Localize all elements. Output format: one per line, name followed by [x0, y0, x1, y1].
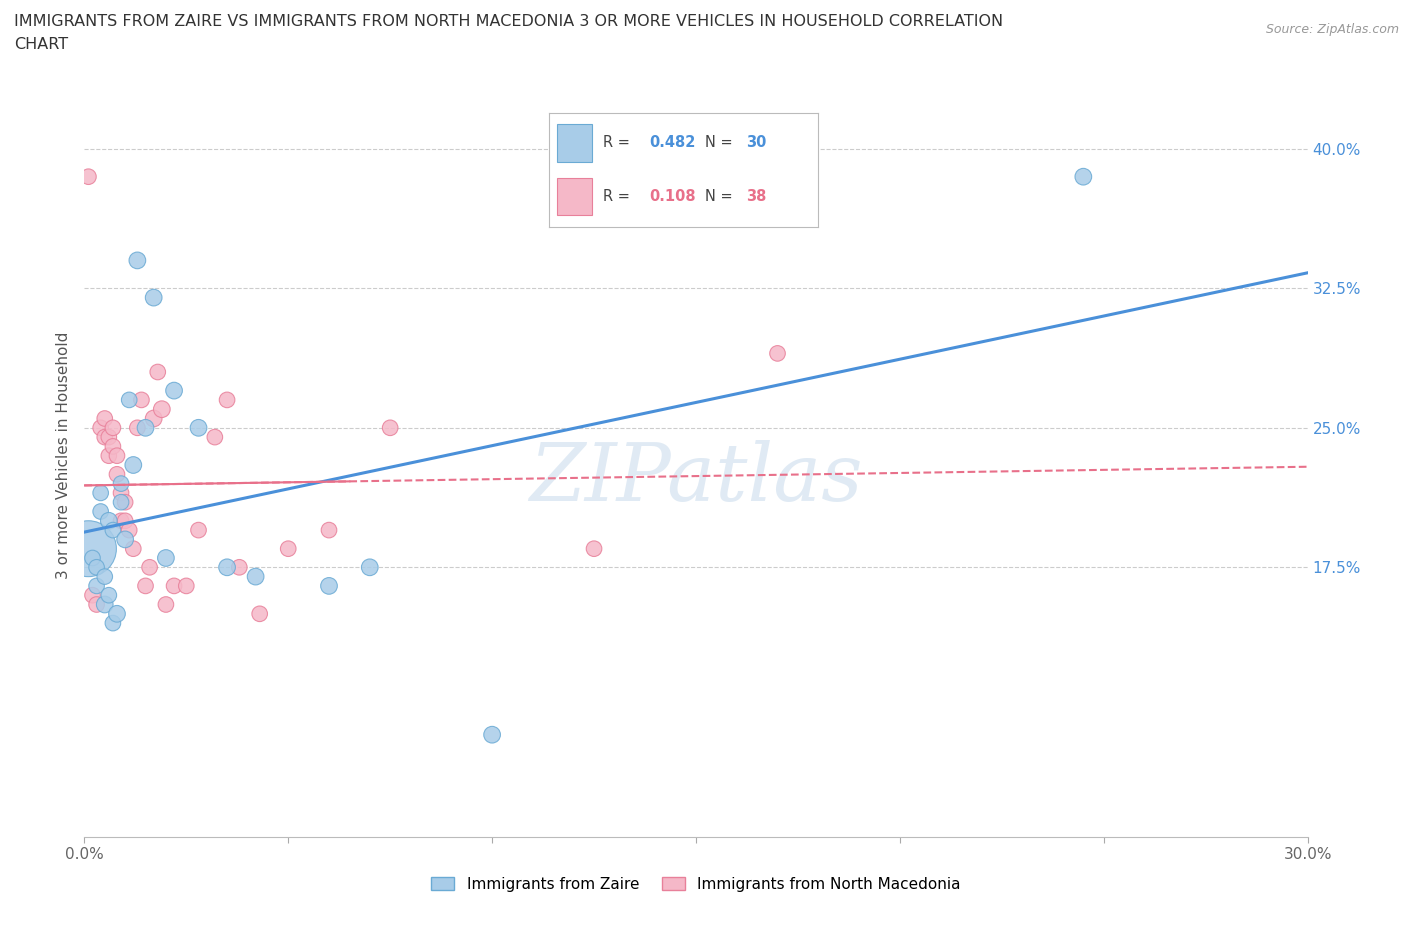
Point	[114, 532, 136, 547]
Point	[90, 485, 112, 500]
Point	[583, 541, 606, 556]
Point	[110, 476, 132, 491]
Point	[150, 402, 173, 417]
Point	[114, 513, 136, 528]
Point	[1073, 169, 1095, 184]
Point	[228, 560, 250, 575]
Point	[110, 513, 132, 528]
Point	[82, 551, 104, 565]
Point	[187, 523, 209, 538]
Point	[110, 485, 132, 500]
Point	[163, 578, 186, 593]
Point	[77, 541, 100, 556]
Point	[249, 606, 271, 621]
Point	[93, 597, 115, 612]
Text: ZIPatlas: ZIPatlas	[529, 440, 863, 517]
Point	[359, 560, 381, 575]
Point	[93, 411, 115, 426]
Point	[142, 411, 165, 426]
Point	[277, 541, 299, 556]
Point	[86, 578, 108, 593]
Point	[97, 513, 120, 528]
Point	[77, 169, 100, 184]
Point	[122, 458, 145, 472]
Text: IMMIGRANTS FROM ZAIRE VS IMMIGRANTS FROM NORTH MACEDONIA 3 OR MORE VEHICLES IN H: IMMIGRANTS FROM ZAIRE VS IMMIGRANTS FROM…	[14, 14, 1004, 29]
Point	[93, 569, 115, 584]
Point	[135, 420, 157, 435]
Point	[101, 420, 124, 435]
Point	[766, 346, 789, 361]
Point	[101, 616, 124, 631]
Point	[97, 448, 120, 463]
Point	[481, 727, 503, 742]
Point	[318, 523, 340, 538]
Point	[138, 560, 160, 575]
Point	[105, 606, 128, 621]
Point	[163, 383, 186, 398]
Text: Source: ZipAtlas.com: Source: ZipAtlas.com	[1265, 23, 1399, 36]
Legend: Immigrants from Zaire, Immigrants from North Macedonia: Immigrants from Zaire, Immigrants from N…	[425, 870, 967, 898]
Point	[155, 551, 177, 565]
Point	[118, 392, 141, 407]
Point	[90, 504, 112, 519]
Point	[118, 523, 141, 538]
Point	[101, 439, 124, 454]
Point	[318, 578, 340, 593]
Point	[114, 495, 136, 510]
Point	[380, 420, 402, 435]
Point	[174, 578, 197, 593]
Point	[97, 588, 120, 603]
Point	[97, 430, 120, 445]
Point	[131, 392, 153, 407]
Point	[187, 420, 209, 435]
Point	[135, 578, 157, 593]
Point	[105, 448, 128, 463]
Point	[101, 523, 124, 538]
Point	[245, 569, 267, 584]
Point	[127, 420, 149, 435]
Point	[110, 495, 132, 510]
Point	[146, 365, 169, 379]
Point	[93, 430, 115, 445]
Point	[105, 467, 128, 482]
Point	[217, 392, 239, 407]
Point	[90, 420, 112, 435]
Point	[127, 253, 149, 268]
Text: CHART: CHART	[14, 37, 67, 52]
Point	[82, 588, 104, 603]
Point	[86, 597, 108, 612]
Point	[122, 541, 145, 556]
Point	[86, 560, 108, 575]
Point	[155, 597, 177, 612]
Point	[217, 560, 239, 575]
Point	[204, 430, 226, 445]
Point	[142, 290, 165, 305]
Y-axis label: 3 or more Vehicles in Household: 3 or more Vehicles in Household	[56, 332, 72, 579]
